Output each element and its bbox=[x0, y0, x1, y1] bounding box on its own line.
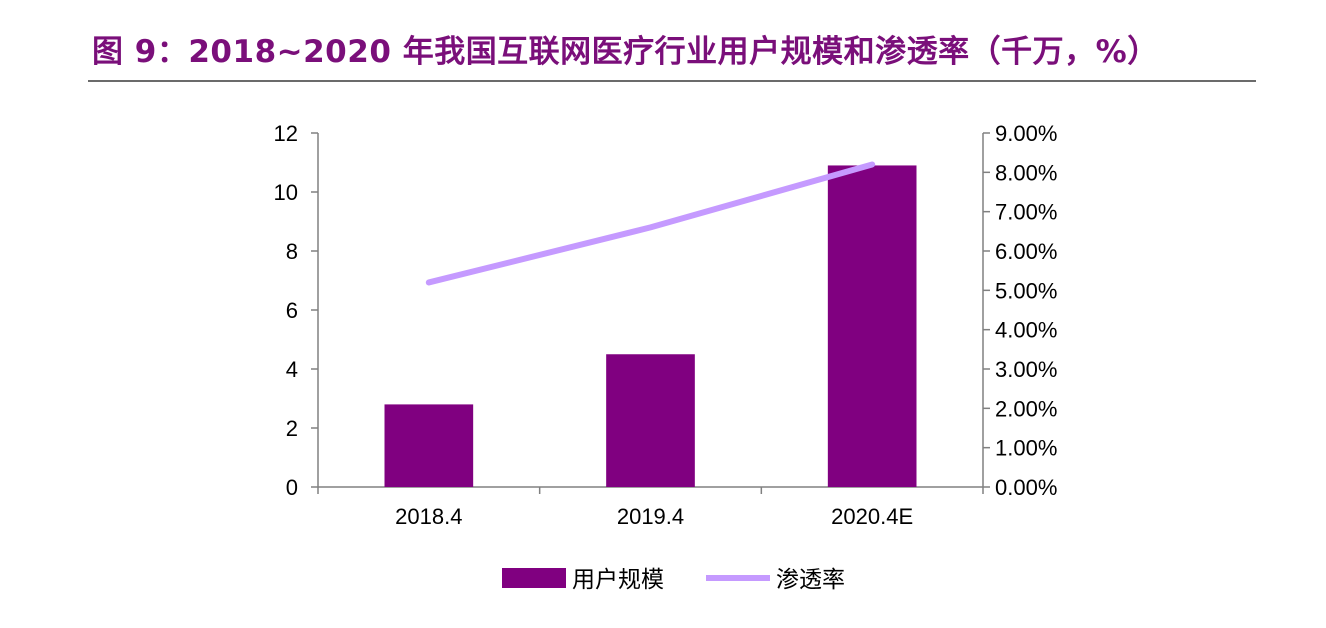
right-tick-label: 5.00% bbox=[995, 278, 1057, 303]
right-tick-label: 7.00% bbox=[995, 200, 1057, 225]
right-tick-label: 4.00% bbox=[995, 318, 1057, 343]
x-tick-label: 2018.4 bbox=[395, 504, 462, 529]
penetration-rate-line bbox=[425, 161, 876, 286]
x-tick-label: 2019.4 bbox=[617, 504, 684, 529]
right-tick-label: 6.00% bbox=[995, 239, 1057, 264]
right-tick-label: 2.00% bbox=[995, 396, 1057, 421]
left-tick-label: 0 bbox=[286, 475, 298, 500]
legend-label-bar: 用户规模 bbox=[572, 567, 664, 593]
bar-2019.4 bbox=[606, 354, 695, 487]
left-tick-label: 6 bbox=[286, 298, 298, 323]
left-tick-label: 12 bbox=[274, 121, 298, 146]
right-tick-label: 9.00% bbox=[995, 121, 1057, 146]
left-tick-label: 2 bbox=[286, 416, 298, 441]
left-tick-label: 10 bbox=[274, 180, 298, 205]
legend-swatch-bar bbox=[502, 568, 566, 588]
right-tick-label: 1.00% bbox=[995, 436, 1057, 461]
right-tick-label: 0.00% bbox=[995, 475, 1057, 500]
bar-2020.4E bbox=[827, 165, 917, 487]
right-tick-label: 8.00% bbox=[995, 160, 1057, 185]
legend-label-line: 渗透率 bbox=[776, 567, 845, 593]
left-tick-label: 8 bbox=[286, 239, 298, 264]
bar-2018.4 bbox=[384, 404, 474, 487]
right-tick-label: 3.00% bbox=[995, 357, 1057, 382]
left-tick-label: 4 bbox=[286, 357, 298, 382]
chart-title: 图 9：2018~2020 年我国互联网医疗行业用户规模和渗透率（千万，%） bbox=[92, 34, 1159, 70]
x-tick-label: 2020.4E bbox=[831, 504, 913, 529]
title-divider bbox=[88, 80, 1256, 82]
